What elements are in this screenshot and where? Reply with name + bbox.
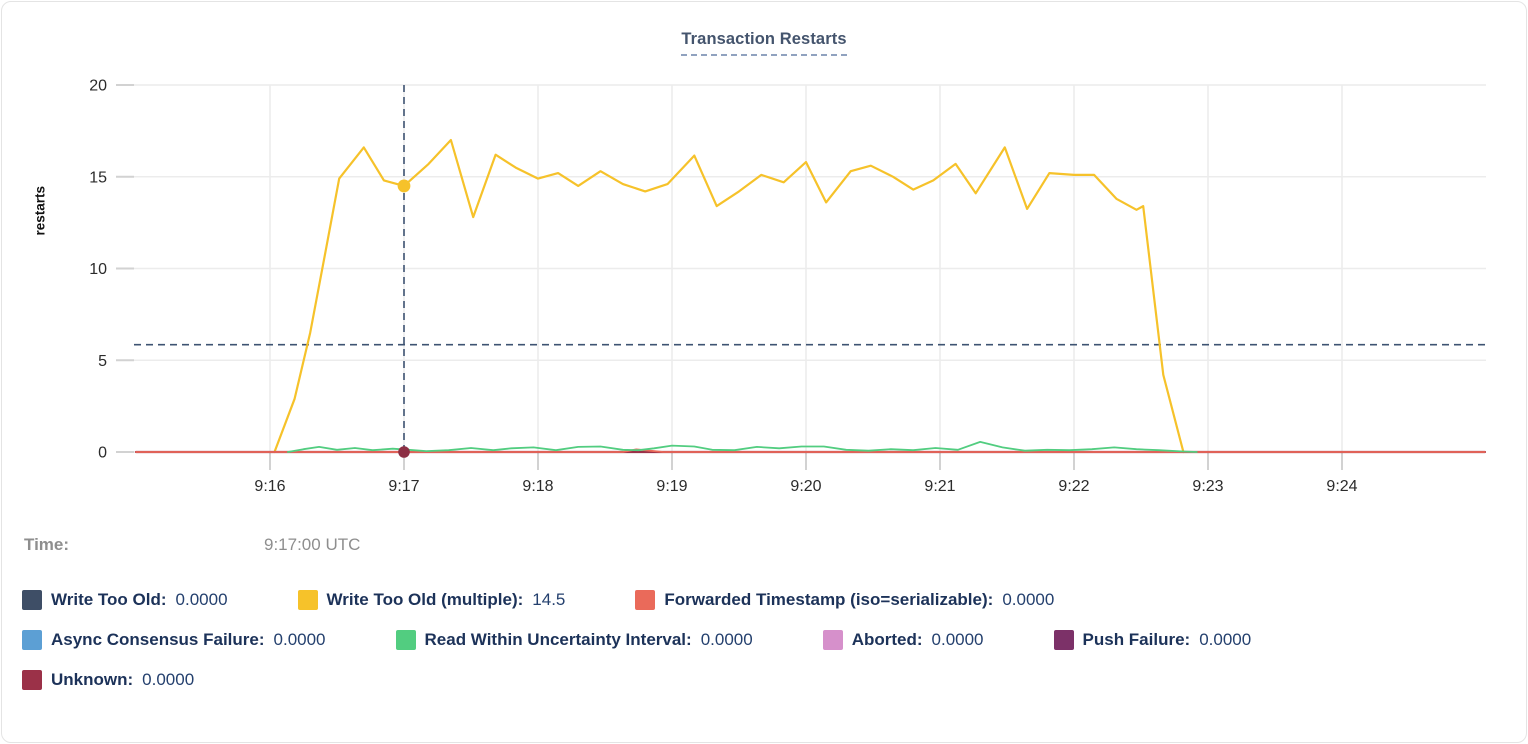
series-line-write-too-old-multiple — [273, 138, 1185, 454]
y-tick-label: 15 — [89, 169, 107, 186]
legend-name-read-within-uncertainty-interval: Read Within Uncertainty Interval: — [424, 630, 692, 649]
legend-value-forwarded-timestamp: 0.0000 — [1002, 590, 1055, 609]
legend-value-read-within-uncertainty-interval: 0.0000 — [700, 630, 753, 649]
legend-value-async-consensus-failure: 0.0000 — [273, 630, 326, 649]
hover-dot-unknown — [398, 446, 410, 458]
legend-swatch-aborted — [822, 630, 843, 650]
legend-name-async-consensus-failure: Async Consensus Failure: — [51, 630, 265, 649]
legend-value-aborted: 0.0000 — [931, 630, 984, 649]
legend: Write Too Old: 0.0000 Write Too Old (multi… — [22, 590, 1512, 710]
legend-item-write-too-old-multiple: Write Too Old (multiple): 14.5 — [297, 590, 566, 610]
legend-value-push-failure: 0.0000 — [1199, 630, 1252, 649]
legend-item-async-consensus-failure: Async Consensus Failure: 0.0000 — [22, 630, 326, 650]
legend-value-write-too-old: 0.0000 — [175, 590, 228, 609]
x-tick-label: 9:21 — [924, 478, 955, 495]
legend-item-aborted: Aborted: 0.0000 — [822, 630, 984, 650]
legend-name-aborted: Aborted: — [851, 630, 923, 649]
legend-item-unknown: Unknown: 0.0000 — [22, 670, 194, 690]
legend-value-write-too-old-multiple: 14.5 — [532, 590, 566, 609]
y-tick-label: 20 — [89, 78, 107, 95]
y-tick-label: 10 — [89, 261, 107, 278]
legend-swatch-read-within-uncertainty-interval — [395, 630, 416, 650]
legend-swatch-unknown — [22, 670, 42, 690]
hover-time-value: 9:17:00 UTC — [264, 535, 361, 554]
series-line-read-within-uncertainty-interval — [286, 440, 1198, 453]
y-tick-label: 5 — [98, 353, 107, 370]
y-tick-label: 0 — [98, 445, 107, 462]
legend-value-unknown: 0.0000 — [142, 670, 195, 689]
x-tick-label: 9:22 — [1058, 478, 1089, 495]
x-tick-label: 9:17 — [388, 478, 419, 495]
legend-swatch-async-consensus-failure — [22, 630, 42, 650]
hover-time-row: Time: 9:17:00 UTC — [2, 535, 1526, 559]
y-axis-label: restarts — [32, 185, 48, 236]
chart-title[interactable]: Transaction Restarts — [681, 30, 847, 56]
hover-dot-write-too-old-multiple — [397, 179, 411, 193]
legend-item-push-failure: Push Failure: 0.0000 — [1053, 630, 1252, 650]
hover-time-label: Time: — [24, 535, 70, 554]
legend-item-write-too-old: Write Too Old: 0.0000 — [22, 590, 228, 610]
legend-swatch-push-failure — [1053, 630, 1074, 650]
chart-header: Transaction Restarts — [2, 30, 1526, 56]
legend-name-push-failure: Push Failure: — [1082, 630, 1191, 649]
legend-item-forwarded-timestamp: Forwarded Timestamp (iso=serializable): 0… — [635, 590, 1054, 610]
legend-name-forwarded-timestamp: Forwarded Timestamp (iso=serializable): — [664, 590, 994, 609]
legend-swatch-write-too-old — [22, 590, 42, 610]
transaction-restarts-chart[interactable]: 0 5 10 15 20 9:16 9:17 9:18 9:19 9:20 9:21 9:22 9:23… — [2, 2, 1527, 522]
legend-row: Unknown: 0.0000 — [22, 670, 1512, 690]
x-tick-label: 9:20 — [790, 478, 821, 495]
legend-name-write-too-old-multiple: Write Too Old (multiple): — [326, 590, 524, 609]
legend-row: Write Too Old: 0.0000 Write Too Old (multi… — [22, 590, 1512, 610]
x-tick-label: 9:16 — [254, 478, 285, 495]
legend-row: Async Consensus Failure: 0.0000 Read Withi… — [22, 630, 1512, 650]
legend-name-write-too-old: Write Too Old: — [51, 590, 167, 609]
chart-plot-area[interactable]: 0 5 10 15 20 9:16 9:17 9:18 9:19 9:20 9:21 9:22 9:23… — [2, 2, 1527, 522]
legend-name-unknown: Unknown: — [51, 670, 134, 689]
x-tick-label: 9:24 — [1326, 478, 1357, 495]
x-tick-label: 9:23 — [1192, 478, 1223, 495]
x-tick-label: 9:18 — [522, 478, 553, 495]
legend-item-read-within-uncertainty-interval: Read Within Uncertainty Interval: 0.0000 — [395, 630, 753, 650]
legend-swatch-forwarded-timestamp — [635, 590, 656, 610]
legend-swatch-write-too-old-multiple — [297, 590, 318, 610]
x-tick-label: 9:19 — [656, 478, 687, 495]
